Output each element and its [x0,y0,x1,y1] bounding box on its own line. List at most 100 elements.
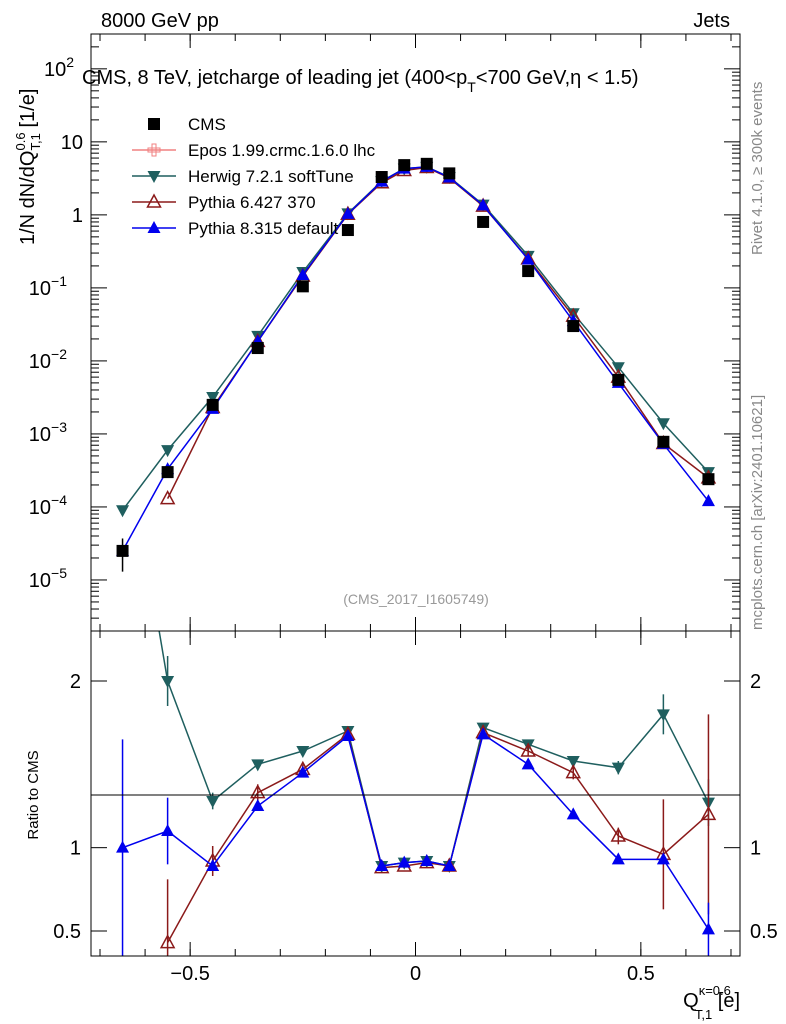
series-3-main-point [296,268,310,281]
y-tick-label-main: 102 [44,54,74,81]
ratio-plot-marks [116,409,717,956]
cms-point [443,167,456,180]
mcplots-label: mcplots.cern.ch [arXiv:2401.10621] [749,395,766,630]
series-1-ratio-point [566,756,580,768]
category-label: Jets [693,10,730,32]
series-3-ratio-point [251,799,265,811]
legend-marker-h [147,147,161,153]
y-tick-label-main: 10−5 [29,565,67,592]
series-2-main-point [159,490,176,505]
series-3-ratio-point [161,824,175,836]
main-plot-marks [116,157,717,572]
y-tick-label-main: 10−2 [29,346,67,373]
ratio-plot-frame [90,630,741,957]
cms-point [477,215,490,228]
legend-label: Pythia 8.315 default [188,219,339,238]
cms-point [251,342,264,355]
series-2-ratio-point [249,784,266,799]
cms-point [296,280,309,293]
cms-point [612,373,625,386]
series-1-main-point [701,467,715,480]
series-1-main-point [161,445,175,458]
series-3-ratio-point [296,765,310,778]
plot-title-tail: <700 GeV,η < 1.5) [476,67,639,89]
series-2-ratio-point [159,934,176,949]
series-1-main-point [116,505,130,518]
series-3-main-point [476,198,490,211]
series-1-ratio-point [206,796,220,808]
series-3-ratio-point [116,840,130,853]
cms-point [116,544,129,557]
cms-point [522,265,535,278]
series-3-ratio-point [397,855,411,868]
series-3-ratio-point [656,852,670,865]
cms-point [375,171,388,184]
plot-title-main: CMS, 8 TeV, jetcharge of leading jet (40… [82,67,467,89]
cms-point [657,435,670,448]
series-3-main-line [121,166,710,552]
y-axis-label-suffix: [1/e] [17,89,39,133]
plot-title: CMS, 8 TeV, jetcharge of leading jet (40… [82,67,639,95]
x-tick-label: −0.5 [170,963,209,985]
cms-point [702,473,715,486]
y-axis-label-main: 1/N dN/dQ0.6T,1 [1/e] [13,89,43,245]
x-axis-label: Qκ=0.6 T,1 [e] [683,983,740,1022]
y-tick-label-ratio: 0.5 [53,921,81,943]
rivet-label: Rivet 4.1.0, ≥ 300k events [749,82,766,255]
y-tick-label-ratio-right: 1 [750,838,761,860]
cms-point [161,466,174,479]
series-1-ratio-point [116,409,129,421]
cms-point [398,159,411,172]
legend: CMS Epos 1.99.crmc.1.6.0 lhc Herwig 7.2.1 … [132,115,376,238]
series-2-ratio-point [565,764,582,779]
series-1-ratio-point [611,762,625,775]
y-tick-label-main: 1 [72,205,83,227]
series-2-ratio-line [166,731,709,944]
y-tick-label-ratio: 1 [70,838,81,860]
cms-point [206,398,219,411]
series-3-ratio-point [701,922,715,935]
legend-label: Pythia 6.427 370 [188,193,316,212]
x-axis-label-sub: T,1 [695,1007,712,1022]
legend-marker [146,193,162,208]
legend-marker [147,171,161,183]
series-3-ratio-point [375,859,389,871]
series-1-main-point [656,418,670,431]
analysis-id: (CMS_2017_I1605749) [343,591,489,607]
legend-marker-v [151,143,157,157]
series-2-ratio-point [520,742,536,757]
x-tick-label: 0.5 [627,963,655,985]
plot-title-sub: T [467,79,476,95]
series-3-main-point [701,494,715,507]
y-axis-label-prefix: 1/N dN/dQ [17,151,39,245]
y-tick-label-main: 10 [61,132,83,154]
y-axis-label-sub: T,1 [28,133,43,150]
series-2-ratio-point [610,827,627,842]
cms-point [341,224,354,237]
series-3-ratio-point [420,854,434,866]
legend-label: Epos 1.99.crmc.1.6.0 lhc [188,141,376,160]
y-tick-label-ratio-right: 0.5 [750,921,778,943]
series-3-ratio-point [521,757,535,770]
series-3-ratio-point [476,727,490,740]
cms-point [567,320,580,333]
series-1-ratio-point [161,676,175,688]
y-tick-label-ratio: 2 [70,671,81,693]
x-axis-label-base: Q [683,990,699,1012]
y-tick-label-main: 10−3 [29,419,67,446]
y-axis-label-sup: 0.6 [13,132,28,150]
series-2-ratio-point [700,805,717,821]
legend-label: Herwig 7.2.1 softTune [188,167,354,186]
series-3-ratio-point [442,859,456,871]
x-axis-label-sup: κ=0.6 [699,983,731,998]
series-3-ratio-point [341,729,355,741]
series-3-main-point [521,252,535,265]
series-1-ratio-point [296,746,310,758]
series-3-ratio-point [566,807,580,820]
series-1-ratio-point [251,759,265,772]
cms-point [420,157,433,170]
y-axis-label-ratio: Ratio to CMS [25,750,42,839]
series-1-ratio-point [656,709,670,722]
series-3-ratio-point [206,859,220,871]
